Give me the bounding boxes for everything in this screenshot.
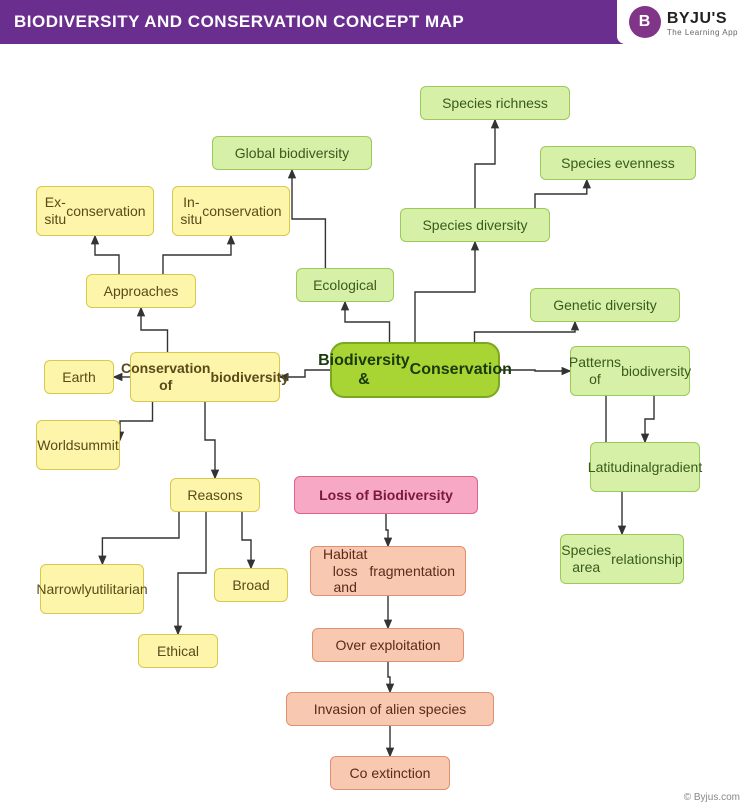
node-ecological: Ecological bbox=[296, 268, 394, 302]
header-bar: BIODIVERSITY AND CONSERVATION CONCEPT MA… bbox=[0, 0, 750, 44]
node-invasion: Invasion of alien species bbox=[286, 692, 494, 726]
page-title: BIODIVERSITY AND CONSERVATION CONCEPT MA… bbox=[14, 12, 464, 32]
node-loss: Loss of Biodiversity bbox=[294, 476, 478, 514]
edge-species_div-species_even bbox=[535, 180, 587, 208]
node-species_area: Species arearelationship bbox=[560, 534, 684, 584]
node-exsitu: Ex-situconservation bbox=[36, 186, 154, 236]
node-coext: Co extinction bbox=[330, 756, 450, 790]
edge-species_div-species_rich bbox=[475, 120, 495, 208]
node-species_div: Species diversity bbox=[400, 208, 550, 242]
node-habitat: Habitat loss andfragmentation bbox=[310, 546, 466, 596]
logo: B BYJU'S The Learning App bbox=[617, 0, 750, 44]
edge-reasons-narrowly bbox=[102, 512, 179, 564]
edge-central-species_div bbox=[415, 242, 475, 342]
node-world_summit: Worldsummit bbox=[36, 420, 120, 470]
edge-central-ecological bbox=[345, 302, 390, 342]
edge-ecological-global_bio bbox=[292, 170, 325, 268]
node-overexp: Over exploitation bbox=[312, 628, 464, 662]
edge-reasons-broad bbox=[242, 512, 251, 568]
edge-patterns-lat_grad bbox=[645, 396, 654, 442]
edge-approaches-exsitu bbox=[95, 236, 119, 274]
edge-central-genetic_div bbox=[475, 322, 576, 342]
node-genetic_div: Genetic diversity bbox=[530, 288, 680, 322]
node-species_rich: Species richness bbox=[420, 86, 570, 120]
node-lat_grad: Latitudinalgradient bbox=[590, 442, 700, 492]
logo-badge: B bbox=[629, 6, 661, 38]
node-broad: Broad bbox=[214, 568, 288, 602]
edge-reasons-ethical bbox=[178, 512, 206, 634]
edge-approaches-insitu bbox=[163, 236, 231, 274]
node-approaches: Approaches bbox=[86, 274, 196, 308]
node-central: Biodiversity &Conservation bbox=[330, 342, 500, 398]
logo-brand: BYJU'S bbox=[667, 10, 727, 27]
edge-overexp-invasion bbox=[388, 662, 390, 692]
node-patterns: Patterns ofbiodiversity bbox=[570, 346, 690, 396]
node-narrowly: Narrowlyutilitarian bbox=[40, 564, 144, 614]
node-global_bio: Global biodiversity bbox=[212, 136, 372, 170]
node-insitu: In-situconservation bbox=[172, 186, 290, 236]
concept-map-canvas: Biodiversity &Conservation Global biodive… bbox=[0, 44, 750, 809]
node-conservation: Conservation ofbiodiversity bbox=[130, 352, 280, 402]
credit-text: © Byjus.com bbox=[684, 792, 740, 803]
node-reasons: Reasons bbox=[170, 478, 260, 512]
logo-tagline: The Learning App bbox=[667, 28, 738, 37]
edge-loss-habitat bbox=[386, 514, 388, 546]
edge-conservation-reasons bbox=[205, 402, 215, 478]
node-earth: Earth bbox=[44, 360, 114, 394]
edge-conservation-world_summit bbox=[120, 402, 153, 440]
node-ethical: Ethical bbox=[138, 634, 218, 668]
edge-conservation-approaches bbox=[141, 308, 168, 352]
node-species_even: Species evenness bbox=[540, 146, 696, 180]
